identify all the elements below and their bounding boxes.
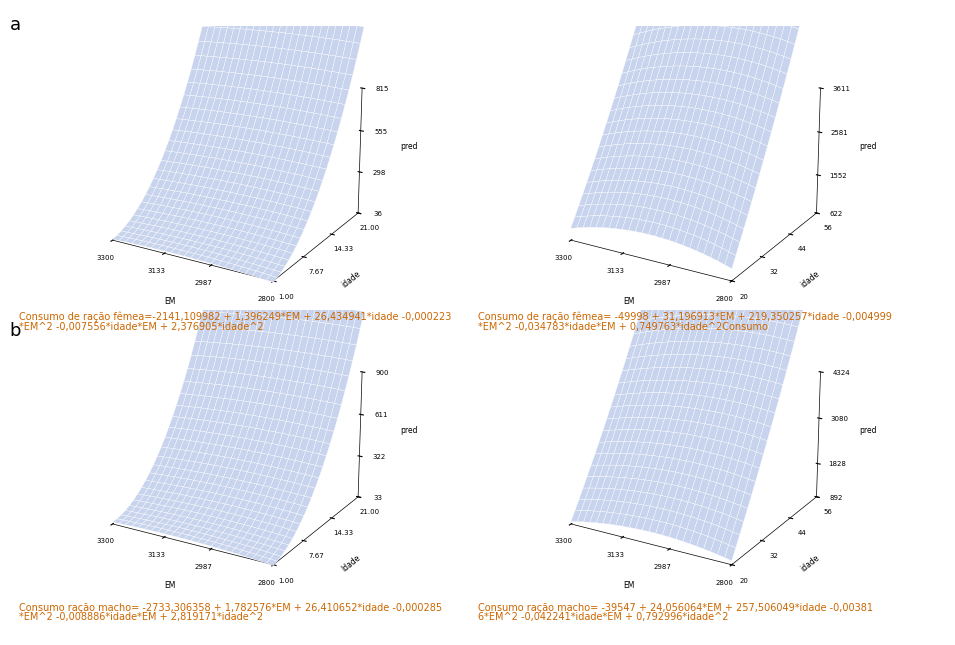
X-axis label: EM: EM — [623, 297, 634, 306]
Y-axis label: idade: idade — [340, 270, 363, 290]
Y-axis label: idade: idade — [798, 270, 821, 290]
Text: b: b — [10, 322, 21, 341]
Text: Consumo de ração fêmea= -49998 + 31,196913*EM + 219,350257*idade -0,004999: Consumo de ração fêmea= -49998 + 31,1969… — [478, 312, 891, 322]
X-axis label: EM: EM — [164, 581, 176, 590]
Y-axis label: Idade: Idade — [340, 553, 363, 573]
Text: a: a — [10, 16, 21, 34]
Text: 6*EM^2 -0,042241*idade*EM + 0,792996*idade^2: 6*EM^2 -0,042241*idade*EM + 0,792996*ida… — [478, 612, 728, 622]
X-axis label: EM: EM — [623, 581, 634, 590]
Text: *EM^2 -0,008886*idade*EM + 2,819171*idade^2: *EM^2 -0,008886*idade*EM + 2,819171*idad… — [19, 612, 264, 622]
Text: Consumo de ração fêmea=-2141,109982 + 1,396249*EM + 26,434941*idade -0,000223: Consumo de ração fêmea=-2141,109982 + 1,… — [19, 312, 452, 322]
Text: Consumo ração macho= -2733,306358 + 1,782576*EM + 26,410652*idade -0,000285: Consumo ração macho= -2733,306358 + 1,78… — [19, 602, 442, 613]
Text: Consumo ração macho= -39547 + 24,056064*EM + 257,506049*idade -0,00381: Consumo ração macho= -39547 + 24,056064*… — [478, 602, 873, 613]
Y-axis label: idade: idade — [798, 553, 821, 573]
Text: *EM^2 -0,034783*idade*EM + 0,749763*idade^2Consumo: *EM^2 -0,034783*idade*EM + 0,749763*idad… — [478, 322, 768, 332]
Text: *EM^2 -0,007556*idade*EM + 2,376905*idade^2: *EM^2 -0,007556*idade*EM + 2,376905*idad… — [19, 322, 264, 332]
X-axis label: EM: EM — [164, 297, 176, 306]
